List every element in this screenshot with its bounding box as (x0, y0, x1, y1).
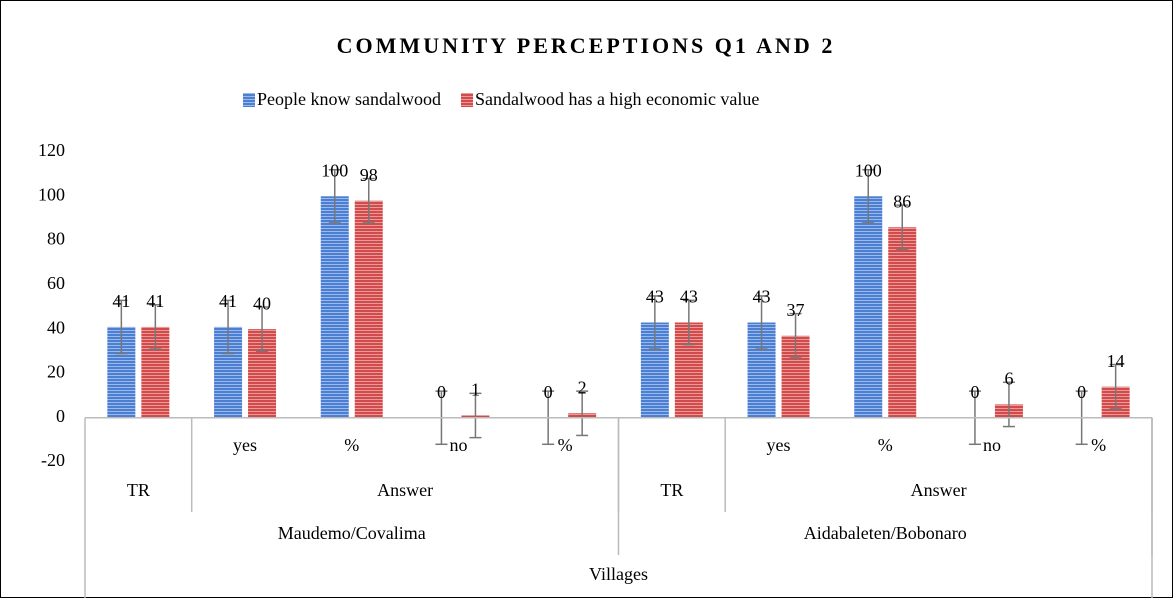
bar (354, 200, 383, 418)
x-tick-label: % (878, 435, 893, 455)
group-label: TR (127, 480, 150, 500)
error-bar (362, 177, 375, 224)
x-tick-label: % (558, 435, 573, 455)
data-label: 43 (680, 287, 698, 307)
error-bar (755, 295, 768, 350)
y-tick-label: 40 (47, 317, 65, 337)
legend-swatch (243, 93, 255, 107)
data-label: 98 (360, 165, 378, 185)
data-label: 41 (112, 291, 130, 311)
x-tick-label: no (983, 435, 1001, 455)
y-tick-label: 100 (38, 184, 65, 204)
bar (320, 196, 349, 418)
x-tick-label: % (344, 435, 359, 455)
y-tick-label: 80 (47, 229, 65, 249)
data-label: 6 (1004, 369, 1013, 389)
error-bar (115, 299, 128, 355)
error-bar (1002, 381, 1015, 428)
error-bar (328, 168, 341, 224)
y-tick-label: 0 (56, 406, 65, 426)
chart-title: COMMUNITY PERCEPTIONS Q1 AND 2 (337, 33, 836, 58)
supergroup-label: Aidabaleten/Bobonaro (804, 523, 967, 543)
error-bar (648, 295, 661, 350)
y-tick-label: 60 (47, 273, 65, 293)
error-bar (149, 304, 162, 350)
data-label: 0 (437, 382, 446, 402)
bar (854, 196, 883, 418)
supergroup-label: Maudemo/Covalima (278, 523, 426, 543)
data-label: 14 (1107, 351, 1125, 371)
error-bar (222, 299, 235, 355)
error-bar (896, 204, 909, 251)
error-bar (1109, 363, 1122, 410)
legend-swatch (460, 93, 473, 107)
data-label: 43 (646, 287, 664, 307)
data-label: 43 (753, 287, 771, 307)
x-tick-label: yes (233, 435, 257, 455)
data-label: 2 (578, 377, 587, 397)
x-tick-label: % (1091, 435, 1106, 455)
error-bar (682, 299, 695, 346)
data-label: 0 (970, 382, 979, 402)
x-axis-label: Villages (589, 564, 648, 584)
data-label: 100 (321, 160, 348, 180)
x-tick-label: no (449, 435, 467, 455)
data-label: 86 (893, 191, 911, 211)
data-label: 41 (219, 291, 237, 311)
legend-label: People know sandalwood (257, 89, 441, 109)
data-label: 1 (471, 380, 480, 400)
data-label: 0 (1077, 382, 1086, 402)
error-bar (862, 168, 875, 224)
data-label: 40 (253, 293, 271, 313)
group-label: Answer (911, 480, 967, 500)
x-tick-label: yes (767, 435, 791, 455)
error-bar (789, 312, 802, 359)
data-label: 0 (544, 382, 553, 402)
group-label: Answer (377, 480, 433, 500)
data-label: 100 (855, 160, 882, 180)
error-bar (256, 306, 269, 353)
error-bar (576, 390, 589, 437)
bar (888, 227, 917, 418)
y-tick-label: 20 (47, 362, 65, 382)
data-label: 37 (787, 300, 805, 320)
legend-label: Sandalwood has a high economic value (475, 89, 759, 109)
error-bar (469, 392, 482, 439)
group-label: TR (660, 480, 683, 500)
y-tick-label: 120 (38, 140, 65, 160)
data-label: 41 (146, 291, 164, 311)
y-tick-label: -20 (41, 450, 65, 470)
